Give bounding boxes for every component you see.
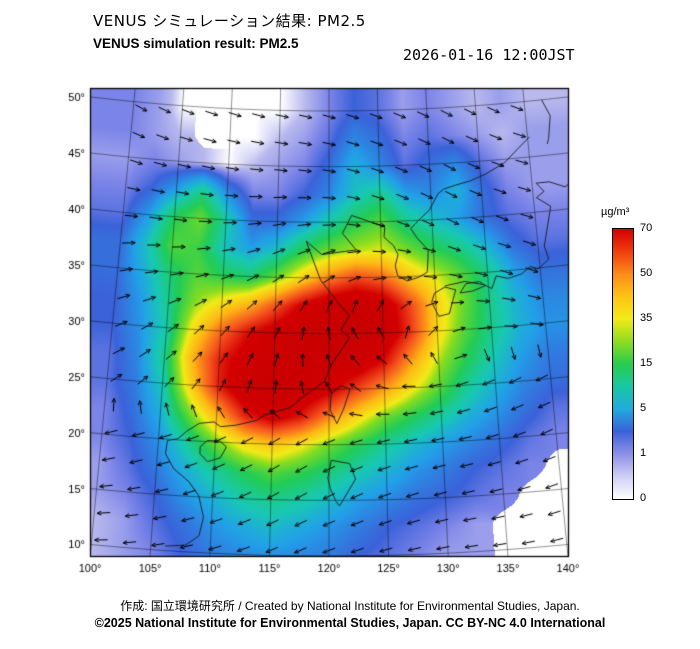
timestamp: 2026-01-16 12:00JST	[403, 46, 575, 64]
colorbar-tick-label: 50	[640, 267, 653, 279]
colorbar-ticks: 70 50 35 15 5 1 0	[640, 222, 674, 512]
colorbar-units-label: µg/m³	[601, 206, 630, 218]
colorbar-tick-label: 35	[640, 312, 653, 324]
title-japanese: VENUS シミュレーション結果: PM2.5	[93, 12, 366, 30]
colorbar-tick-label: 70	[640, 222, 653, 234]
colorbar-tick-label: 15	[640, 357, 653, 369]
license-line: ©2025 National Institute for Environment…	[94, 616, 606, 630]
colorbar-gradient	[612, 228, 634, 500]
credit-line: 作成: 国立環境研究所 / Created by National Instit…	[120, 599, 580, 613]
title-english: VENUS simulation result: PM2.5	[93, 36, 299, 51]
colorbar-tick-label: 0	[640, 492, 647, 504]
colorbar-tick-label: 5	[640, 402, 647, 414]
pm25-map-canvas	[40, 80, 600, 580]
colorbar-tick-label: 1	[640, 447, 647, 459]
